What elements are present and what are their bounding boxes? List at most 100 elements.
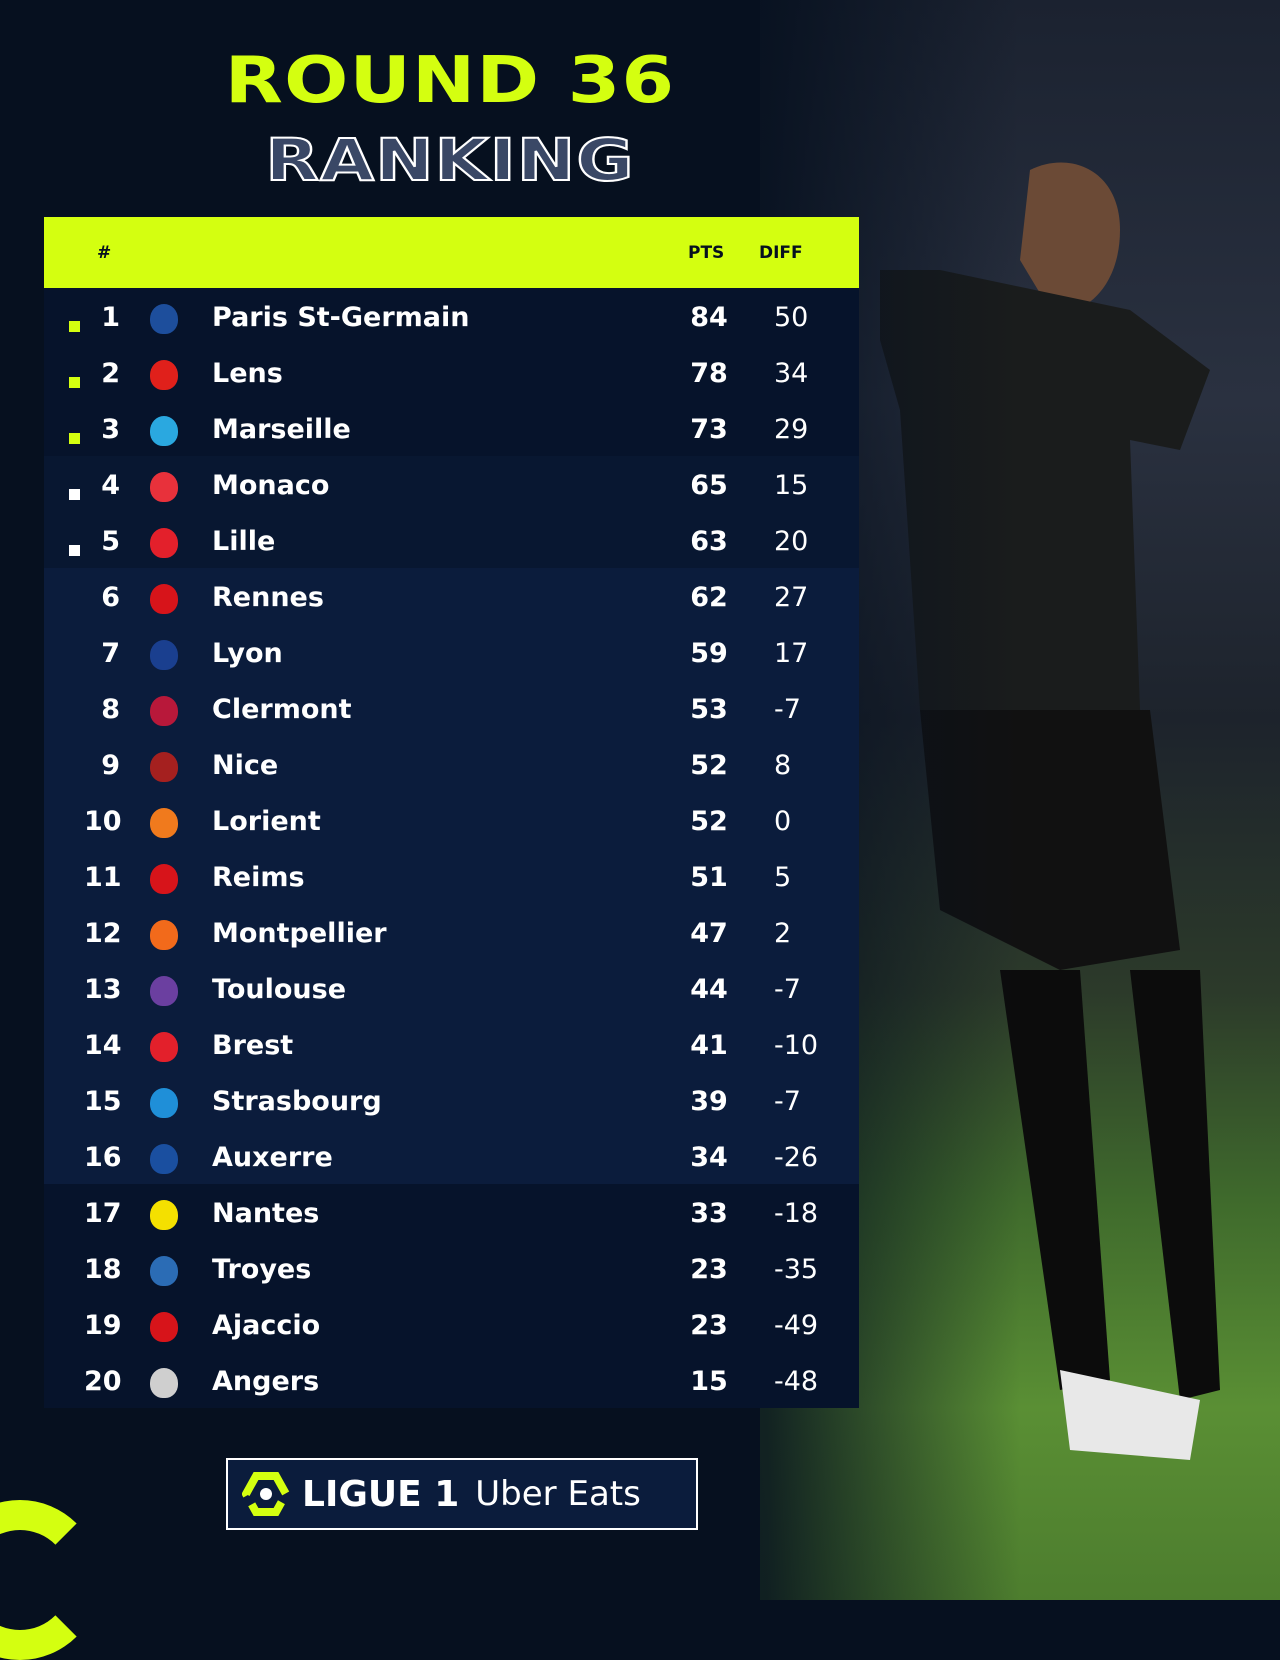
rank: 6 <box>101 582 120 613</box>
table-row: 18 Troyes 23 -35 <box>44 1240 859 1296</box>
team-crest-icon <box>150 640 178 670</box>
team-name: Auxerre <box>212 1142 333 1173</box>
standings-table: # PTS DIFF 1 Paris St-Germain 84 50 2 Lens 78 3… <box>44 217 859 1408</box>
team-name: Marseille <box>212 414 351 445</box>
rank: 11 <box>84 862 122 893</box>
table-row: 12 Montpellier 47 2 <box>44 904 859 960</box>
ligue1-ubereats-logo: LIGUE 1 Uber Eats <box>226 1458 698 1530</box>
points: 15 <box>690 1366 728 1397</box>
rank: 14 <box>84 1030 122 1061</box>
goal-difference: 5 <box>774 862 792 893</box>
team-crest-icon <box>150 1312 178 1342</box>
team-crest-icon <box>150 1088 178 1118</box>
rank: 12 <box>84 918 122 949</box>
points: 23 <box>690 1254 728 1285</box>
title-round: ROUND 36 <box>224 44 676 118</box>
table-row: 8 Clermont 53 -7 <box>44 680 859 736</box>
points: 73 <box>690 414 728 445</box>
rank: 5 <box>101 526 120 557</box>
goal-difference: 15 <box>774 470 809 501</box>
goal-difference: 20 <box>774 526 809 557</box>
team-name: Troyes <box>212 1254 312 1285</box>
header-diff: DIFF <box>759 243 803 263</box>
team-crest-icon <box>150 1144 178 1174</box>
points: 51 <box>690 862 728 893</box>
rank: 15 <box>84 1086 122 1117</box>
points: 33 <box>690 1198 728 1229</box>
team-name: Lille <box>212 526 276 557</box>
table-row: 3 Marseille 73 29 <box>44 400 859 456</box>
goal-difference: -10 <box>774 1030 819 1061</box>
table-row: 4 Monaco 65 15 <box>44 456 859 512</box>
rank: 20 <box>84 1366 122 1397</box>
table-row: 11 Reims 51 5 <box>44 848 859 904</box>
rank: 18 <box>84 1254 122 1285</box>
table-row: 16 Auxerre 34 -26 <box>44 1128 859 1184</box>
team-crest-icon <box>150 696 178 726</box>
rank: 13 <box>84 974 122 1005</box>
team-crest-icon <box>150 472 178 502</box>
team-name: Paris St-Germain <box>212 302 470 333</box>
qualification-marker <box>69 433 80 444</box>
qualification-marker <box>69 321 80 332</box>
rank: 16 <box>84 1142 122 1173</box>
points: 52 <box>690 806 728 837</box>
team-name: Clermont <box>212 694 352 725</box>
goal-difference: -35 <box>774 1254 819 1285</box>
team-name: Nice <box>212 750 279 781</box>
points: 39 <box>690 1086 728 1117</box>
goal-difference: -7 <box>774 1086 801 1117</box>
team-crest-icon <box>150 1368 178 1398</box>
rank: 3 <box>101 414 120 445</box>
rank: 8 <box>101 694 120 725</box>
team-crest-icon <box>150 808 178 838</box>
team-name: Rennes <box>212 582 324 613</box>
header-rank: # <box>97 243 112 263</box>
table-row: 1 Paris St-Germain 84 50 <box>44 288 859 344</box>
goal-difference: 50 <box>774 302 809 333</box>
points: 84 <box>690 302 728 333</box>
points: 44 <box>690 974 728 1005</box>
table-row: 10 Lorient 52 0 <box>44 792 859 848</box>
points: 47 <box>690 918 728 949</box>
rank: 9 <box>101 750 120 781</box>
rank: 19 <box>84 1310 122 1341</box>
goal-difference: 8 <box>774 750 792 781</box>
table-header: # PTS DIFF <box>44 217 859 288</box>
table-row: 2 Lens 78 34 <box>44 344 859 400</box>
team-crest-icon <box>150 1256 178 1286</box>
ligue1-logo-icon <box>242 1472 290 1516</box>
goal-difference: 17 <box>774 638 809 669</box>
header-pts: PTS <box>688 243 725 263</box>
team-name: Brest <box>212 1030 294 1061</box>
table-row: 14 Brest 41 -10 <box>44 1016 859 1072</box>
ligue1-corner-graphic <box>0 1500 100 1660</box>
team-crest-icon <box>150 976 178 1006</box>
logo-brand: LIGUE 1 <box>302 1473 460 1515</box>
points: 65 <box>690 470 728 501</box>
team-name: Nantes <box>212 1198 320 1229</box>
points: 63 <box>690 526 728 557</box>
goal-difference: 29 <box>774 414 809 445</box>
rank: 7 <box>101 638 120 669</box>
points: 23 <box>690 1310 728 1341</box>
points: 41 <box>690 1030 728 1061</box>
team-name: Toulouse <box>212 974 347 1005</box>
table-row: 13 Toulouse 44 -7 <box>44 960 859 1016</box>
points: 78 <box>690 358 728 389</box>
team-crest-icon <box>150 416 178 446</box>
table-row: 7 Lyon 59 17 <box>44 624 859 680</box>
table-row: 5 Lille 63 20 <box>44 512 859 568</box>
team-crest-icon <box>150 1200 178 1230</box>
table-row: 19 Ajaccio 23 -49 <box>44 1296 859 1352</box>
points: 62 <box>690 582 728 613</box>
team-name: Reims <box>212 862 305 893</box>
team-name: Angers <box>212 1366 320 1397</box>
team-crest-icon <box>150 584 178 614</box>
points: 59 <box>690 638 728 669</box>
qualification-marker <box>69 377 80 388</box>
team-crest-icon <box>150 752 178 782</box>
points: 34 <box>690 1142 728 1173</box>
goal-difference: -26 <box>774 1142 819 1173</box>
rank: 10 <box>84 806 122 837</box>
